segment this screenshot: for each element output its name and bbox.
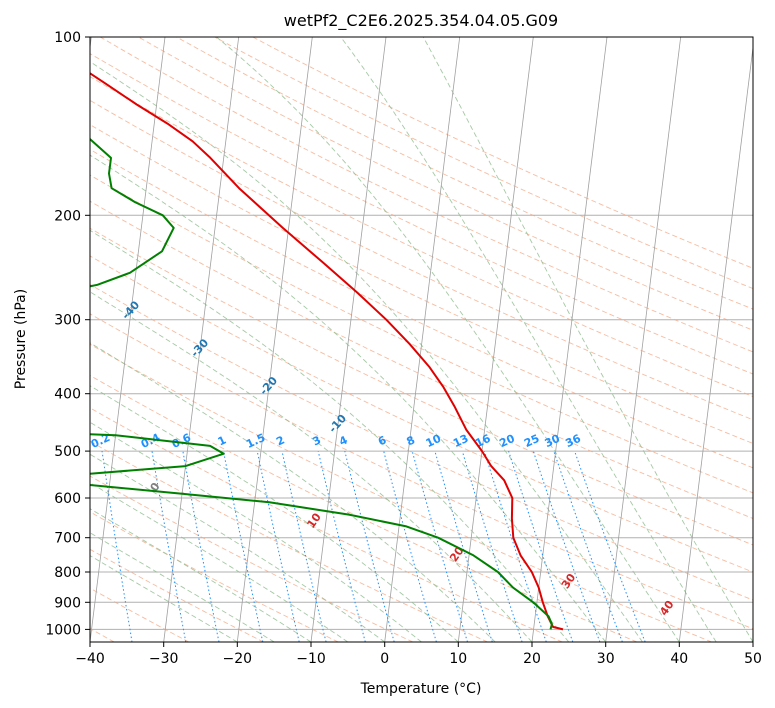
y-tick-label: 1000 [45,622,81,638]
moist-adiabat [90,508,312,642]
x-tick-label: −20 [223,651,253,667]
dry-adiabat [90,148,753,469]
isotherm--30 [163,37,240,642]
mixing-ratio-line [101,451,133,642]
plot-background [90,37,753,642]
moist-adiabat [422,37,753,642]
mixing-ratio-line [317,450,366,642]
x-tick-label: −10 [296,651,326,667]
dry-adiabat [90,440,488,642]
temperature-line [90,72,564,631]
isotherm--20 [236,37,313,642]
moist-adiabat [90,421,422,642]
mixing-ratio-label: 30 [543,432,563,450]
y-tick-label: 500 [54,444,81,460]
moist-adiabat [90,482,349,642]
moist-adiabat [90,291,533,642]
mixing-ratio-line [461,450,523,642]
dry-adiabat [90,53,753,375]
dry-adiabat [90,174,753,494]
mixing-ratio-label: 13 [451,432,470,450]
mixing-ratio-label: 36 [563,432,583,450]
moist-adiabat [90,385,459,642]
y-axis-label: Pressure (hPa) [13,289,29,389]
dry-adiabat [90,407,563,642]
profile-series [90,72,564,631]
x-tick-label: 10 [449,651,467,667]
moist-adiabat [90,154,607,642]
mixing-ratio-line [483,450,547,642]
mixing-ratio-lines [101,450,646,642]
plot-frame [89,36,754,643]
mixing-ratio-line [344,450,395,642]
mixing-ratio-line [553,450,623,642]
moist-adiabat-lines [90,37,753,642]
y-tick-label: 200 [54,208,81,224]
isotherm-label: -60 [0,223,4,247]
x-tick-label: 30 [597,651,615,667]
isotherm-0 [384,37,461,642]
dry-adiabat [90,511,339,642]
dewpoint-line [90,137,553,630]
isotherm-20 [531,37,608,642]
moist-adiabat [216,37,680,642]
y-tick-label: 100 [54,30,81,46]
isotherm-label: -50 [50,260,73,284]
axis-ticks: −40 −30 −20 −10 0 10 20 30 40 50 1000 900 800 700 600 5… [45,30,762,667]
isotherm-50 [752,638,753,642]
isotherm-10 [457,37,534,642]
x-tick-label: 40 [670,651,688,667]
mixing-ratio-label: 10 [424,432,444,450]
mixing-ratio-label: 20 [497,432,517,450]
isotherm-40 [678,44,753,642]
dry-adiabat [90,374,638,642]
chart-title: wetPf2_C2E6.2025.354.04.05.G09 [284,11,558,31]
mixing-ratio-line [281,450,327,642]
y-tick-label: 700 [54,531,81,547]
y-tick-label: 600 [54,491,81,507]
dry-adiabat [90,124,753,444]
dry-adiabat [90,475,414,642]
mixing-ratio-line [223,451,264,642]
mixing-ratio-line [508,450,574,642]
y-tick-label: 800 [54,565,81,581]
x-tick-label: −30 [149,651,179,667]
dry-adiabat [90,343,712,642]
mixing-ratio-line [411,450,468,642]
x-tick-label: −40 [75,651,105,667]
mixing-ratio-line [434,450,493,642]
mixing-ratio-line [182,451,220,642]
isotherm-lines [90,37,753,642]
x-tick-label: 50 [744,651,762,667]
moist-adiabat [340,37,717,642]
mixing-ratio-line [532,450,601,642]
moist-adiabat [90,61,643,642]
dry-adiabat [99,37,753,353]
y-tick-label: 300 [54,313,81,329]
mixing-ratio-line [383,450,437,642]
isotherm--40 [90,37,166,642]
mixing-ratio-label: 25 [522,432,541,450]
isotherm--10 [310,37,387,642]
mixing-ratio-line [151,451,187,642]
dry-adiabat [138,37,753,331]
moist-adiabat [90,229,570,642]
dry-adiabat [90,99,753,421]
isotherm-30 [605,37,682,642]
dry-adiabat [90,227,753,546]
y-tick-label: 400 [54,387,81,403]
y-tick-label: 900 [54,595,81,611]
dry-adiabat [252,37,753,269]
x-tick-label: 20 [523,651,541,667]
mixing-ratio-line [256,450,300,642]
x-tick-label: 0 [380,651,389,667]
dry-adiabat [90,283,753,601]
dry-adiabat [90,76,753,398]
x-axis-label: Temperature (°C) [360,681,482,697]
